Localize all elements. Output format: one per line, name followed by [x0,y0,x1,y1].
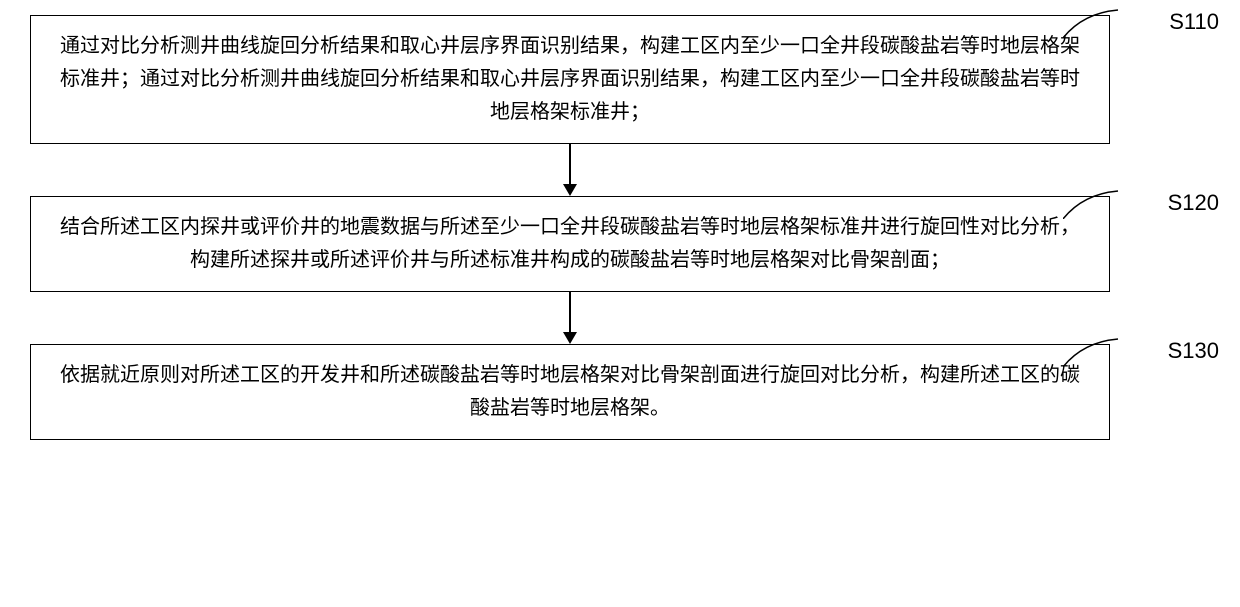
arrow-head-icon [563,332,577,344]
flow-arrow [30,144,1110,196]
label-connector [1063,189,1123,219]
step-label: S110 [1169,4,1219,40]
flow-step-s120: S120 结合所述工区内探井或评价井的地震数据与所述至少一口全井段碳酸盐岩等时地… [30,196,1110,292]
arrow-head-icon [563,184,577,196]
flow-arrow [30,292,1110,344]
flow-step-s130: S130 依据就近原则对所述工区的开发井和所述碳酸盐岩等时地层格架对比骨架剖面进… [30,344,1110,440]
flow-step-s110: S110 通过对比分析测井曲线旋回分析结果和取心井层序界面识别结果，构建工区内至… [30,15,1110,144]
step-label: S120 [1168,185,1219,221]
arrow-line [569,144,571,184]
flowchart-container: S110 通过对比分析测井曲线旋回分析结果和取心井层序界面识别结果，构建工区内至… [30,15,1110,440]
step-text: 依据就近原则对所述工区的开发井和所述碳酸盐岩等时地层格架对比骨架剖面进行旋回对比… [60,364,1080,419]
step-text: 结合所述工区内探井或评价井的地震数据与所述至少一口全井段碳酸盐岩等时地层格架标准… [60,216,1080,271]
label-connector [1063,8,1123,38]
arrow-line [569,292,571,332]
label-connector [1063,337,1123,367]
step-label: S130 [1168,333,1219,369]
step-text: 通过对比分析测井曲线旋回分析结果和取心井层序界面识别结果，构建工区内至少一口全井… [60,35,1080,123]
